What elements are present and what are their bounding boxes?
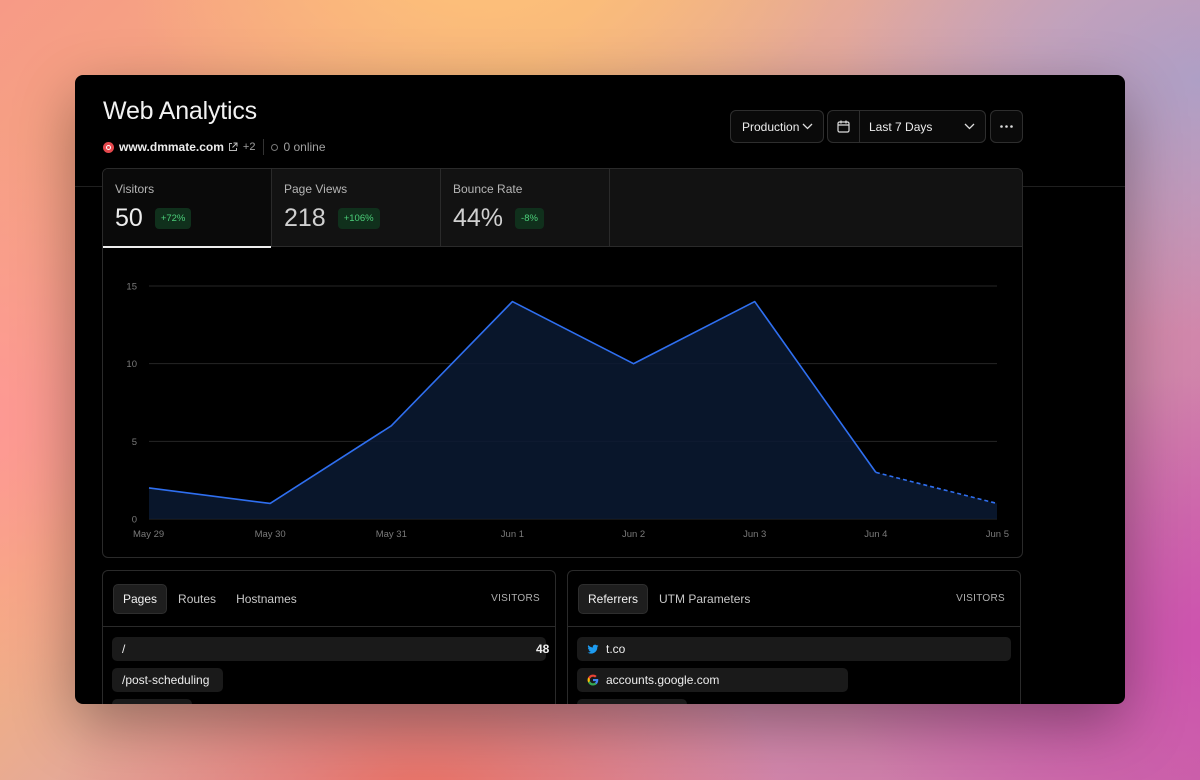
row-label: / xyxy=(122,642,126,656)
x-tick-label: May 29 xyxy=(133,529,164,540)
page-title: Web Analytics xyxy=(103,97,257,125)
metric-label: Bounce Rate xyxy=(453,182,523,196)
y-tick-label: 5 xyxy=(132,437,137,448)
google-icon xyxy=(587,674,599,686)
chart-area xyxy=(149,301,997,519)
metric-tab-visitors[interactable]: Visitors 50 +72% xyxy=(103,169,272,248)
x-tick-label: Jun 1 xyxy=(501,529,524,540)
tab-routes[interactable]: Routes xyxy=(178,591,217,606)
row-bar xyxy=(577,699,687,704)
list-item[interactable]: accounts.google.com 5 xyxy=(577,668,849,692)
more-options-button[interactable] xyxy=(990,110,1023,143)
x-tick-label: Jun 3 xyxy=(743,529,766,540)
chevron-down-icon xyxy=(964,123,975,130)
tab-referrers[interactable]: Referrers xyxy=(578,583,649,614)
row-label: accounts.google.com xyxy=(606,673,720,687)
ellipsis-icon xyxy=(1000,125,1013,128)
row-bar xyxy=(577,668,849,692)
site-link[interactable]: www.dmmate.com xyxy=(119,140,224,154)
row-bar xyxy=(112,668,224,692)
environment-select[interactable]: Production xyxy=(730,110,824,143)
x-tick-label: Jun 4 xyxy=(864,529,887,540)
site-row: www.dmmate.com +2 0 online xyxy=(103,139,326,155)
calendar-icon xyxy=(837,120,850,133)
row-label: t.co xyxy=(606,642,626,656)
x-tick-label: May 30 xyxy=(255,529,286,540)
list-item[interactable] xyxy=(577,699,687,704)
list-item[interactable]: t.co 8 xyxy=(577,637,1011,661)
online-status-dot-icon xyxy=(271,143,279,151)
tab-utm-parameters[interactable]: UTM Parameters xyxy=(659,591,751,606)
tab-hostnames[interactable]: Hostnames xyxy=(236,591,297,606)
metric-value: 218 xyxy=(284,204,326,232)
metric-label: Visitors xyxy=(115,182,155,196)
metric-tab-bounce-rate[interactable]: Bounce Rate 44% -8% xyxy=(441,169,610,247)
environment-label: Production xyxy=(742,119,800,134)
change-badge: -8% xyxy=(515,208,544,229)
list-item[interactable]: /post-scheduling 10 xyxy=(112,668,224,692)
chevron-down-icon xyxy=(802,123,813,130)
visitors-chart[interactable]: 0 5 10 15 May 29 May 30 May 31 Jun 1 Jun 2 Jun 3 J… xyxy=(103,247,1022,557)
date-range-select[interactable]: Last 7 Days xyxy=(827,110,986,143)
twitter-icon xyxy=(587,644,599,654)
pages-card: Pages Routes Hostnames VISITORS / 48 /po… xyxy=(102,570,556,704)
calendar-button[interactable] xyxy=(828,111,860,142)
list-item[interactable]: / 48 xyxy=(112,637,549,661)
y-tick-label: 15 xyxy=(126,282,137,293)
change-badge: +106% xyxy=(337,208,380,229)
column-header-visitors: VISITORS xyxy=(491,593,540,604)
y-tick-label: 0 xyxy=(132,515,137,526)
metric-tabs: Visitors 50 +72% Page Views 218 +106% Bo… xyxy=(103,169,1022,248)
row-bar xyxy=(577,637,1011,661)
more-sites-count[interactable]: +2 xyxy=(242,141,256,153)
tab-pages[interactable]: Pages xyxy=(113,583,168,614)
x-tick-label: Jun 2 xyxy=(622,529,645,540)
metrics-panel: Visitors 50 +72% Page Views 218 +106% Bo… xyxy=(102,168,1023,558)
site-favicon-icon xyxy=(103,141,114,153)
analytics-window: Web Analytics www.dmmate.com +2 0 online… xyxy=(75,75,1125,704)
row-bar xyxy=(112,637,546,661)
change-badge: +72% xyxy=(154,208,192,229)
metric-value: 50 xyxy=(115,204,143,232)
divider xyxy=(263,139,265,155)
row-bar xyxy=(112,699,192,704)
referrers-card: Referrers UTM Parameters VISITORS t.co 8 xyxy=(567,570,1021,704)
x-tick-label: Jun 5 xyxy=(986,529,1009,540)
date-range-label: Last 7 Days xyxy=(869,119,933,134)
metric-value: 44% xyxy=(453,204,504,232)
metric-label: Page Views xyxy=(284,182,348,196)
y-tick-label: 10 xyxy=(126,359,137,370)
column-header-visitors: VISITORS xyxy=(956,593,1005,604)
metric-tab-page-views[interactable]: Page Views 218 +106% xyxy=(272,169,441,247)
row-label: /post-scheduling xyxy=(122,673,210,687)
online-count: 0 online xyxy=(283,140,326,154)
row-value: 48 xyxy=(535,642,550,656)
x-tick-label: May 31 xyxy=(376,529,407,540)
external-link-icon[interactable] xyxy=(228,142,238,152)
